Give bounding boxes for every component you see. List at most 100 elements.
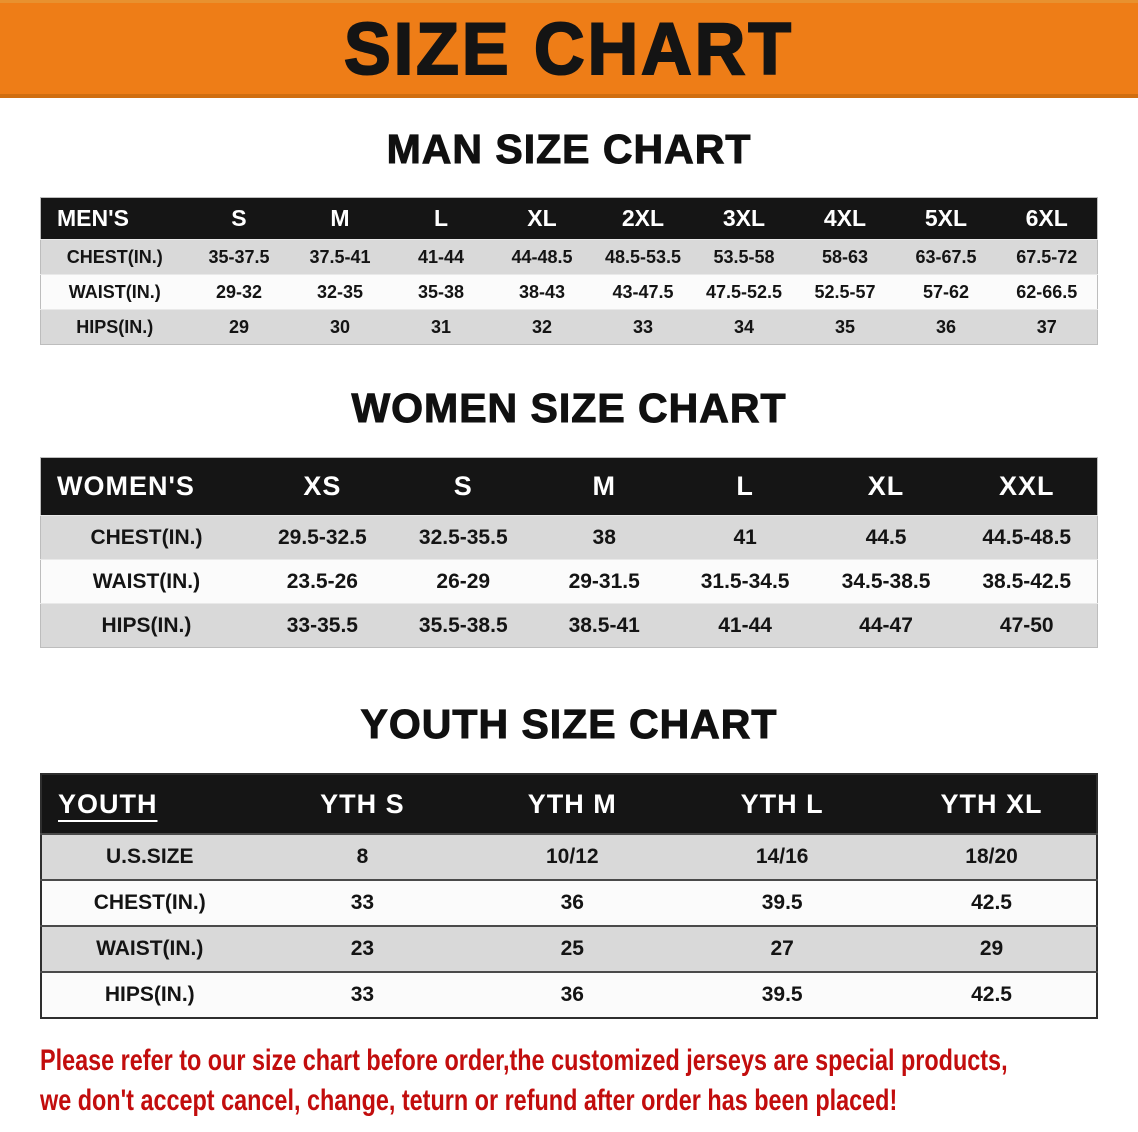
size-column-header: L [390, 197, 492, 240]
measurement-value: 34 [733, 316, 754, 337]
measurement-value: 29 [228, 316, 249, 337]
men-size-section: MAN SIZE CHART MEN'S S M L XL 2XL 3XL 4XL 5XL 6XL… [0, 126, 1138, 346]
measurement-value: 37.5-41 [309, 246, 371, 267]
measurement-value: 33-35.5 [286, 613, 358, 637]
men-size-table: MEN'S S M L XL 2XL 3XL 4XL 5XL 6XL CHEST(IN.) 35-3… [40, 197, 1098, 346]
measurement-value: 44-47 [859, 613, 913, 637]
measurement-label: CHEST(IN.) [90, 525, 203, 549]
measurement-row: HIPS(IN.) 33 36 39.5 42.5 [41, 972, 1097, 1019]
measurement-value: 30 [329, 316, 350, 337]
youth-table-body: U.S.SIZE 8 10/12 14/16 18/20 CHEST(IN.) 33 36 39… [41, 834, 1097, 1019]
size-column-header: S [392, 457, 534, 516]
size-column-header: 2XL [592, 197, 694, 240]
youth-section-heading: YOUTH SIZE CHART [360, 701, 778, 748]
measurement-value: 32.5-35.5 [418, 525, 508, 549]
measurement-value: 47-50 [999, 613, 1054, 637]
measurement-label: CHEST(IN.) [66, 246, 163, 267]
measurement-value: 38-43 [518, 281, 565, 302]
size-column-header: YTH L [677, 774, 888, 835]
measurement-label: U.S.SIZE [105, 845, 194, 869]
measurement-value: 43-47.5 [612, 281, 674, 302]
women-section-heading: WOMEN SIZE CHART [351, 385, 787, 432]
measurement-value: 63-67.5 [915, 246, 977, 267]
measurement-value: 25 [560, 937, 584, 961]
measurement-value: 35.5-38.5 [418, 613, 508, 637]
measurement-row: HIPS(IN.) 33-35.5 35.5-38.5 38.5-41 41-44 44-… [40, 603, 1098, 648]
women-size-section: WOMEN SIZE CHART WOMEN'S XS S M L XL XXL CHEST… [0, 385, 1138, 649]
size-column-header: YTH XL [887, 774, 1097, 835]
women-header-row: WOMEN'S XS S M L XL XXL [40, 457, 1098, 516]
measurement-value: 39.5 [761, 983, 803, 1007]
measurement-value: 14/16 [755, 845, 809, 869]
measurement-value: 36 [935, 316, 956, 337]
size-column-header: L [674, 457, 816, 516]
measurement-label: WAIST(IN.) [92, 569, 201, 593]
measurement-value: 29 [979, 937, 1004, 961]
men-header-row: MEN'S S M L XL 2XL 3XL 4XL 5XL 6XL [40, 197, 1098, 240]
measurement-value: 52.5-57 [814, 281, 876, 302]
measurement-value: 38.5-41 [568, 613, 640, 637]
measurement-label: HIPS(IN.) [76, 316, 154, 337]
measurement-value: 35-38 [417, 281, 464, 302]
size-column-header: 3XL [693, 197, 795, 240]
measurement-label: HIPS(IN.) [104, 983, 195, 1007]
disclaimer-line-2: we don't accept cancel, change, teturn o… [40, 1084, 898, 1118]
measurement-value: 67.5-72 [1016, 246, 1078, 267]
measurement-value: 33 [632, 316, 653, 337]
table-category-header: WOMEN'S [40, 457, 252, 516]
measurement-value: 41-44 [417, 246, 464, 267]
measurement-value: 41 [733, 525, 757, 549]
table-category-header: YOUTH [41, 774, 258, 835]
measurement-value: 33 [350, 983, 375, 1007]
measurement-value: 44-48.5 [511, 246, 573, 267]
measurement-value: 23 [350, 937, 375, 961]
men-section-heading: MAN SIZE CHART [386, 126, 752, 172]
measurement-value: 32 [531, 316, 552, 337]
measurement-label: WAIST(IN.) [96, 937, 204, 961]
measurement-label: CHEST(IN.) [93, 891, 206, 915]
measurement-value: 44.5 [865, 525, 907, 549]
measurement-row: WAIST(IN.) 23 25 27 29 [41, 926, 1097, 973]
men-table-body: CHEST(IN.) 35-37.5 37.5-41 41-44 44-48.5 48.5… [40, 239, 1098, 345]
measurement-value: 31 [430, 316, 451, 337]
size-column-header: XL [815, 457, 957, 516]
measurement-value: 57-62 [922, 281, 969, 302]
table-category-header: MEN'S [40, 197, 189, 240]
measurement-row: CHEST(IN.) 35-37.5 37.5-41 41-44 44-48.5 48.5… [40, 239, 1098, 275]
size-column-header: XL [491, 197, 593, 240]
measurement-row: U.S.SIZE 8 10/12 14/16 18/20 [41, 834, 1097, 881]
disclaimer-line-1: Please refer to our size chart before or… [40, 1044, 1008, 1078]
measurement-value: 31.5-34.5 [700, 569, 790, 593]
measurement-value: 36 [560, 891, 584, 915]
youth-size-table: YOUTH YTH S YTH M YTH L YTH XL U.S.SIZE 8 10/1… [40, 773, 1098, 1020]
measurement-value: 44.5-48.5 [982, 525, 1072, 549]
measurement-value: 35 [834, 316, 855, 337]
measurement-value: 29-31.5 [568, 569, 640, 593]
size-column-header: M [533, 457, 675, 516]
youth-header-row: YOUTH YTH S YTH M YTH L YTH XL [41, 774, 1097, 835]
youth-table-wrap: YOUTH YTH S YTH M YTH L YTH XL U.S.SIZE 8 10/1… [40, 773, 1098, 1020]
measurement-value: 48.5-53.5 [604, 246, 681, 267]
title-banner: SIZE CHART [0, 0, 1138, 98]
measurement-value: 42.5 [971, 891, 1012, 915]
page-title: SIZE CHART [343, 7, 794, 90]
measurement-value: 34.5-38.5 [841, 569, 931, 593]
measurement-value: 58-63 [821, 246, 868, 267]
measurement-value: 41-44 [718, 613, 772, 637]
measurement-value: 53.5-58 [713, 246, 775, 267]
size-column-header: XXL [956, 457, 1098, 516]
size-column-header: YTH M [467, 774, 678, 835]
measurement-row: WAIST(IN.) 23.5-26 26-29 29-31.5 31.5-34.5 34… [40, 559, 1098, 604]
size-column-header: XS [251, 457, 393, 516]
size-column-header: 6XL [996, 197, 1098, 240]
men-table-wrap: MEN'S S M L XL 2XL 3XL 4XL 5XL 6XL CHEST(IN.) 35-3… [40, 197, 1098, 346]
size-column-header: 5XL [895, 197, 997, 240]
women-table-body: CHEST(IN.) 29.5-32.5 32.5-35.5 38 41 44.5 44.5… [40, 515, 1098, 648]
measurement-label: HIPS(IN.) [101, 613, 192, 637]
measurement-value: 8 [356, 845, 369, 869]
men-table-header: MEN'S S M L XL 2XL 3XL 4XL 5XL 6XL [40, 197, 1098, 240]
measurement-value: 35-37.5 [208, 246, 270, 267]
measurement-value: 32-35 [316, 281, 363, 302]
youth-table-header: YOUTH YTH S YTH M YTH L YTH XL [41, 774, 1097, 835]
measurement-label: WAIST(IN.) [68, 281, 161, 302]
